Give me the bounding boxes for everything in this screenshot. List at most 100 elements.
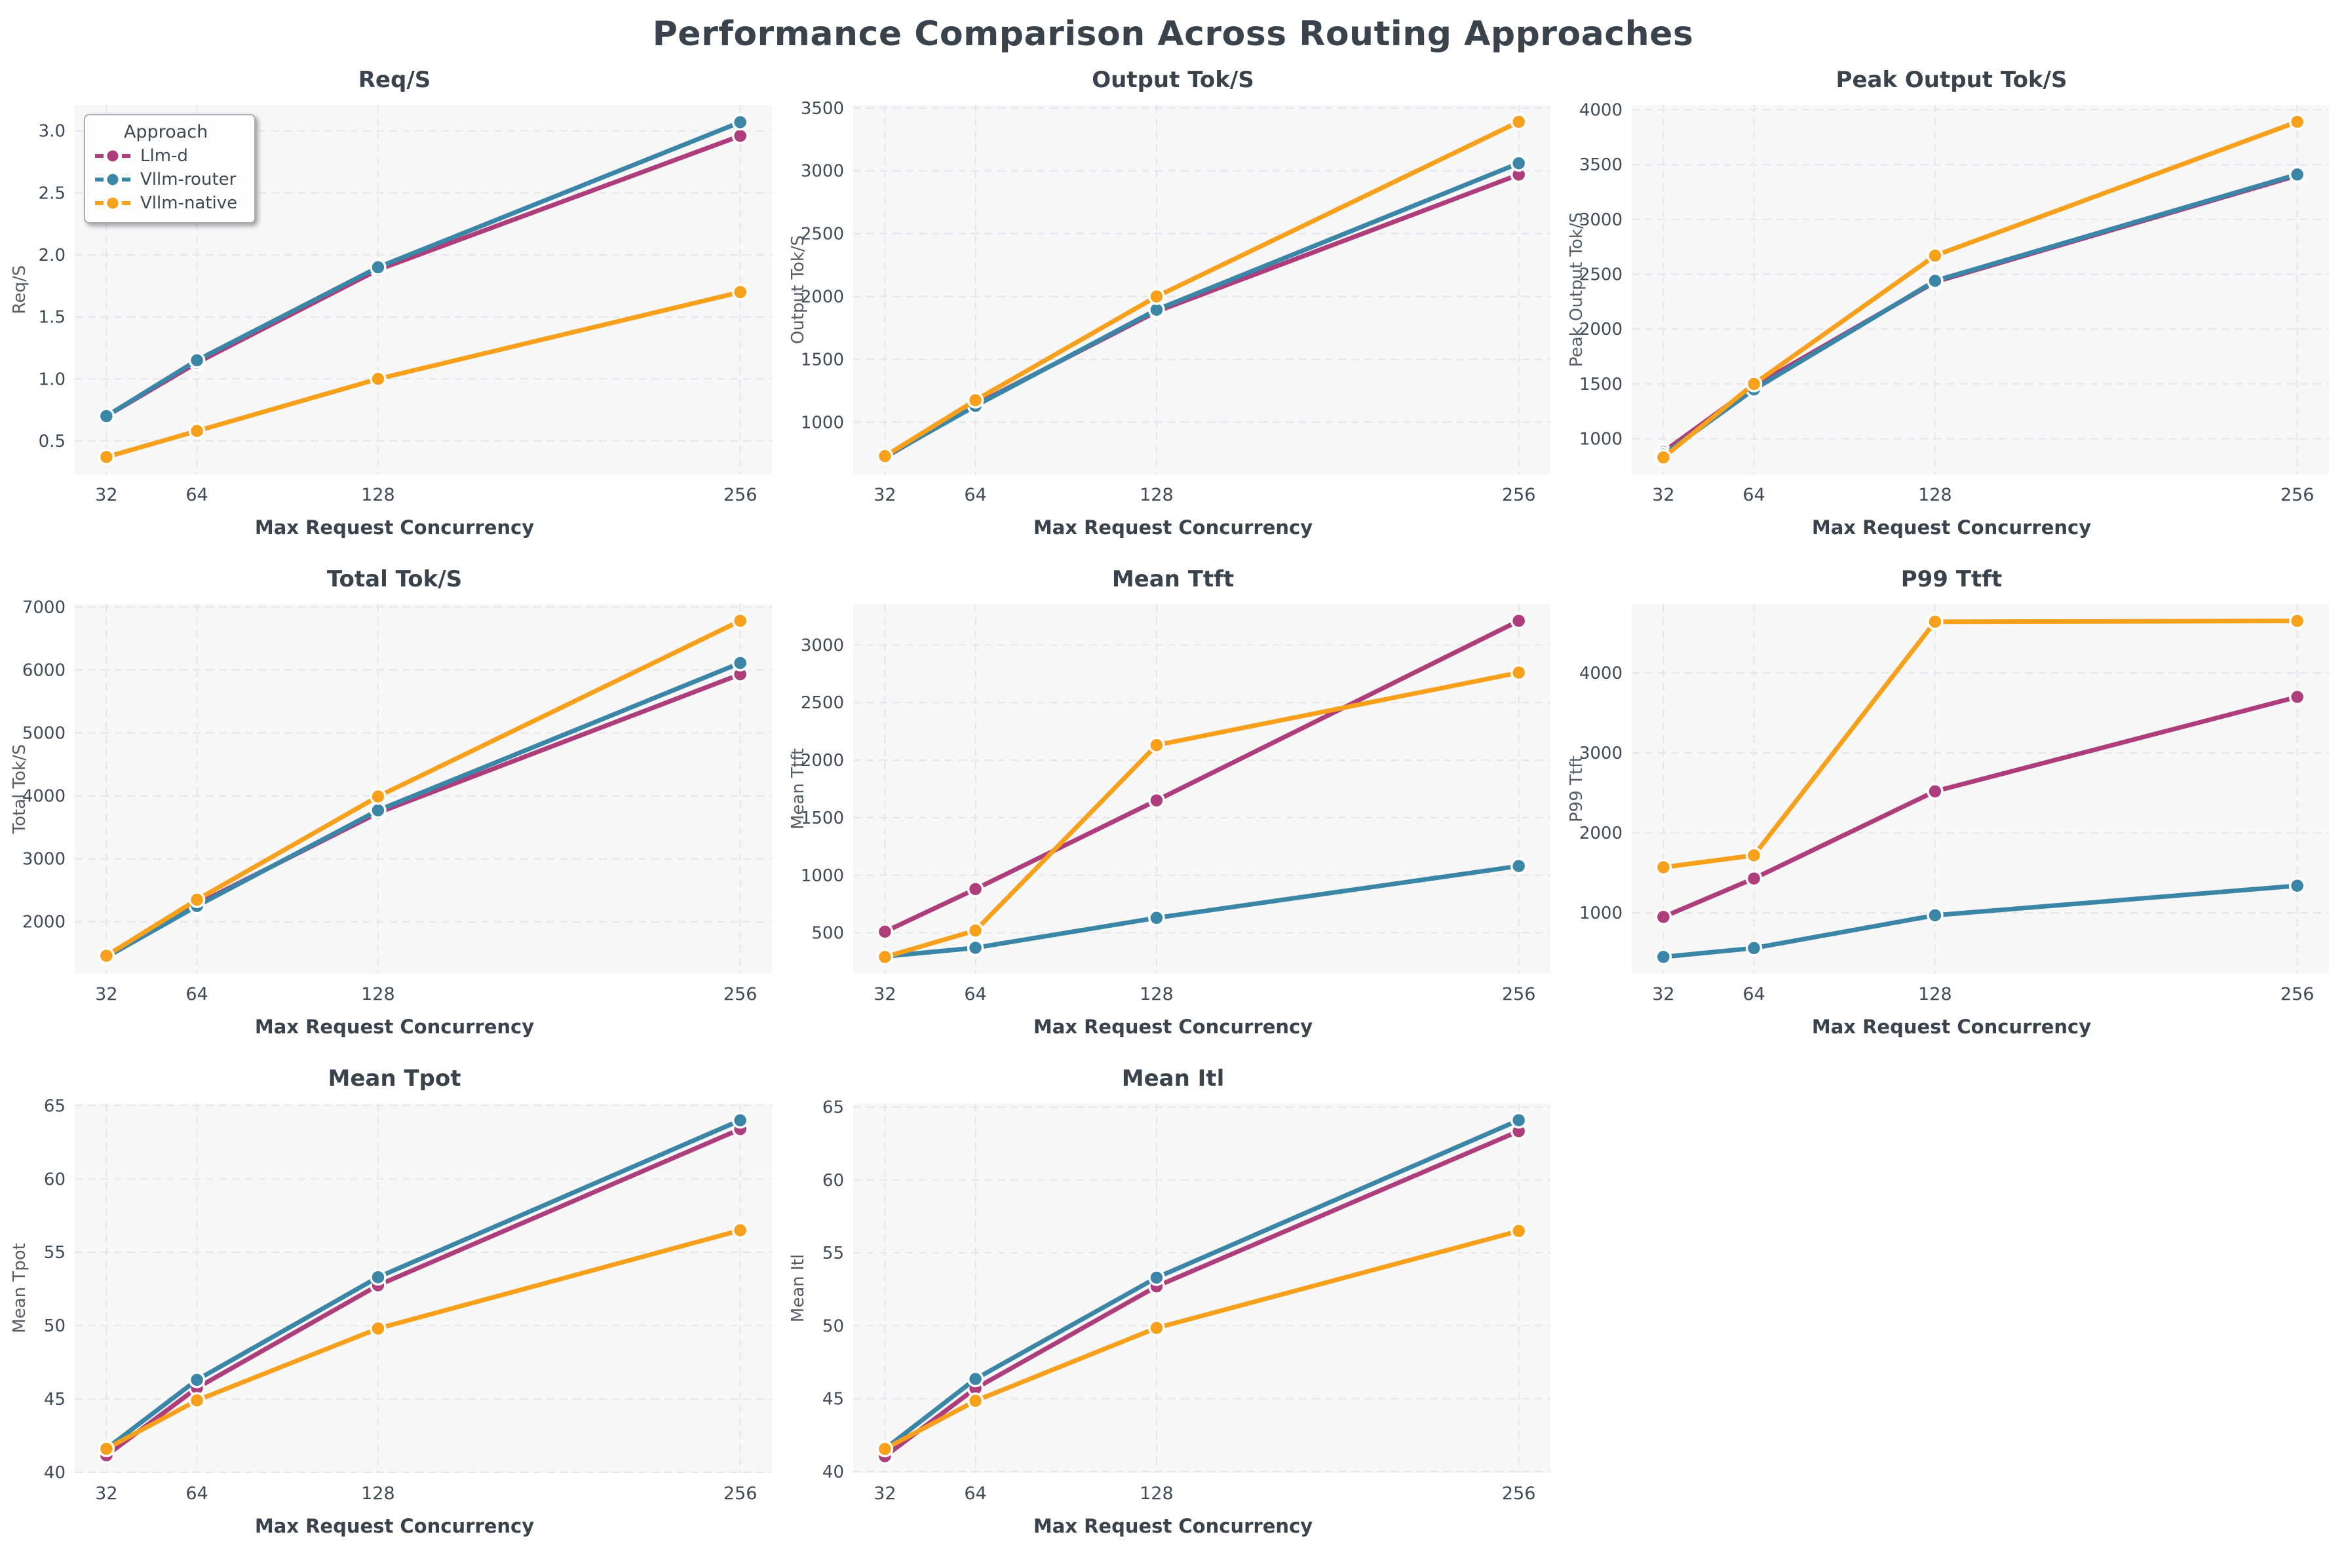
subplot-title-p99-ttft: P99 Ttft bbox=[1900, 566, 2003, 592]
plot-area-output-tok-s: 1000 1500 2000 2500 3000 3500 32 64 128 256 Output… bbox=[786, 97, 1560, 515]
y-axis-label: Mean Itl bbox=[788, 1254, 808, 1322]
data-point-vllm-native bbox=[1148, 288, 1165, 305]
legend: Approach Llm-d Vllm-router Vllm-native bbox=[84, 114, 256, 223]
y-tick-label: 4000 bbox=[1579, 101, 1623, 121]
subplot-title-total-tok-s: Total Tok/S bbox=[326, 566, 463, 592]
y-tick-label: 2500 bbox=[1579, 265, 1623, 285]
legend-marker-icon bbox=[95, 195, 130, 211]
subplot-mean-tpot: Mean Tpot 40 45 50 55 60 65 32 64 128 256 Mean Tpo… bbox=[8, 1056, 781, 1556]
grid-lines bbox=[1632, 105, 2329, 474]
series-line-vllm-native bbox=[1661, 119, 2300, 460]
data-point-vllm-router bbox=[1510, 857, 1528, 875]
y-tick-label: 1500 bbox=[801, 350, 844, 370]
series-line-llm-d bbox=[1661, 695, 2300, 919]
x-axis-label-total-tok-s: Max Request Concurrency bbox=[254, 1016, 535, 1038]
y-tick-label: 1500 bbox=[801, 809, 844, 828]
data-point-vllm-router bbox=[1927, 272, 1944, 290]
data-point-vllm-native bbox=[731, 1221, 749, 1239]
y-tick-label: 2500 bbox=[801, 693, 844, 713]
x-tick-label: 32 bbox=[874, 984, 896, 1004]
series-line-vllm-native bbox=[104, 1228, 743, 1451]
data-point-vllm-native bbox=[98, 947, 115, 965]
data-point-vllm-native bbox=[370, 370, 387, 388]
data-point-vllm-native bbox=[731, 284, 749, 301]
subplot-title-mean-itl: Mean Itl bbox=[1121, 1065, 1225, 1092]
data-point-vllm-router bbox=[188, 1371, 206, 1388]
y-tick-label: 2000 bbox=[801, 751, 844, 771]
data-point-vllm-router bbox=[1148, 1269, 1165, 1286]
x-tick-label: 32 bbox=[95, 984, 117, 1004]
series-line-vllm-native bbox=[882, 1229, 1522, 1451]
y-tick-label: 7000 bbox=[22, 598, 66, 617]
y-tick-label: 500 bbox=[811, 924, 844, 944]
y-axis-label: Peak Output Tok/S bbox=[1567, 212, 1586, 367]
x-tick-label: 64 bbox=[1742, 485, 1765, 505]
legend-marker-part bbox=[105, 195, 121, 211]
data-point-vllm-native bbox=[967, 392, 984, 409]
y-axis-label: Mean Tpot bbox=[10, 1243, 29, 1333]
p99-ttft-chart-svg: 1000 2000 3000 4000 32 64 128 256 P99 Ttft bbox=[1567, 604, 2329, 1004]
legend-marker-part bbox=[105, 172, 121, 187]
plot-area-peak-output-tok-s: 1000 1500 2000 2500 3000 3500 4000 32 64 128 256 Pe… bbox=[1565, 97, 2338, 515]
subplot-mean-itl: Mean Itl 40 45 50 55 60 65 32 64 128 256 Mean Itl … bbox=[786, 1056, 1560, 1556]
data-point-llm-d bbox=[2288, 688, 2306, 706]
legend-marker-part bbox=[105, 148, 121, 164]
y-axis-label: Total Tok/S bbox=[10, 744, 29, 835]
axes-background bbox=[1632, 105, 2329, 474]
data-point-vllm-native bbox=[188, 423, 206, 440]
y-tick-label: 3500 bbox=[801, 99, 844, 119]
y-tick-label: 65 bbox=[822, 1098, 844, 1118]
x-tick-label: 256 bbox=[1502, 485, 1536, 505]
axes-background bbox=[1632, 604, 2329, 974]
y-tick-label: 1.5 bbox=[39, 308, 66, 328]
data-point-vllm-native bbox=[1148, 1319, 1165, 1337]
data-point-vllm-native bbox=[98, 448, 115, 466]
data-point-vllm-native bbox=[188, 891, 206, 908]
x-tick-label: 64 bbox=[185, 1483, 208, 1504]
series-line-vllm-router bbox=[882, 161, 1522, 459]
legend-entry-vllm-router: Vllm-router bbox=[94, 170, 237, 189]
subplot-mean-ttft: Mean Ttft 500 1000 1500 2000 2500 3000 32 64 128… bbox=[786, 557, 1560, 1056]
series-line-vllm-native bbox=[1661, 619, 2300, 870]
series-line-vllm-router bbox=[104, 1118, 743, 1451]
output-tok-s-chart-svg: 1000 1500 2000 2500 3000 3500 32 64 128 256 Output… bbox=[788, 99, 1550, 505]
y-tick-label: 1000 bbox=[801, 866, 844, 886]
data-point-vllm-router bbox=[98, 408, 115, 425]
x-tick-label: 256 bbox=[723, 485, 758, 505]
data-point-vllm-native bbox=[2288, 612, 2306, 630]
data-point-vllm-native bbox=[1655, 449, 1672, 466]
x-tick-label: 32 bbox=[95, 1483, 117, 1504]
y-tick-label: 1500 bbox=[1579, 375, 1623, 394]
data-point-vllm-router bbox=[731, 113, 749, 131]
data-point-vllm-native bbox=[1510, 1222, 1528, 1240]
y-tick-label: 3000 bbox=[1579, 210, 1623, 230]
x-tick-label: 128 bbox=[1140, 485, 1174, 505]
legend-entry-label: Vllm-native bbox=[140, 193, 238, 213]
x-tick-label: 64 bbox=[964, 1483, 986, 1504]
legend-entry-label: Vllm-router bbox=[140, 170, 237, 189]
x-tick-label: 32 bbox=[1652, 984, 1674, 1004]
y-tick-label: 1000 bbox=[1579, 430, 1623, 449]
data-point-vllm-native bbox=[1927, 247, 1944, 264]
y-tick-label: 55 bbox=[822, 1244, 844, 1263]
x-tick-label: 256 bbox=[2280, 984, 2315, 1004]
data-point-vllm-router bbox=[1148, 909, 1165, 927]
data-point-vllm-router bbox=[1927, 907, 1944, 924]
series-line-llm-d bbox=[104, 1126, 743, 1458]
y-tick-label: 4000 bbox=[1579, 664, 1623, 683]
axes-background bbox=[853, 604, 1550, 974]
y-axis-label: P99 Ttft bbox=[1567, 755, 1586, 822]
y-tick-label: 55 bbox=[44, 1243, 66, 1263]
series-line-vllm-router bbox=[104, 660, 743, 960]
legend-entry-vllm-native: Vllm-native bbox=[94, 193, 237, 213]
data-point-llm-d bbox=[967, 881, 984, 898]
y-tick-label: 2.0 bbox=[39, 246, 66, 265]
legend-entry-llm-d: Llm-d bbox=[94, 146, 237, 166]
x-tick-label: 128 bbox=[1918, 984, 1952, 1004]
x-tick-label: 64 bbox=[964, 485, 986, 505]
x-tick-label: 64 bbox=[185, 485, 208, 505]
series-line-vllm-native bbox=[882, 670, 1522, 960]
data-point-vllm-native bbox=[876, 1440, 894, 1458]
subplot-p99-ttft: P99 Ttft 1000 2000 3000 4000 32 64 128 256 P99 T… bbox=[1565, 557, 2338, 1056]
